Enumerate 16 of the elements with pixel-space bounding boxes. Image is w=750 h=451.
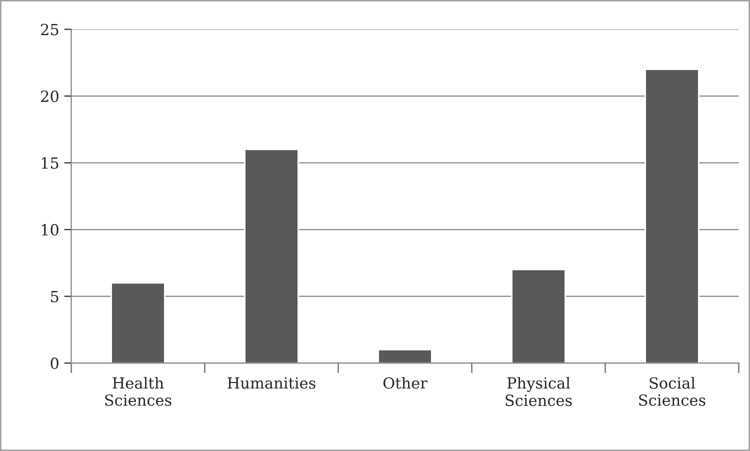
bar [511, 268, 566, 364]
y-tick-label: 20 [41, 90, 58, 102]
y-tick-label: 15 [42, 157, 58, 169]
x-tick-label: Physical Sciences [506, 376, 572, 406]
y-tick-label: 10 [42, 224, 58, 236]
bar [110, 282, 166, 364]
y-tick-label: 25 [41, 24, 58, 36]
x-tick-label: Health Sciences [105, 376, 172, 406]
bar [644, 68, 700, 364]
x-tick-label: Social Sciences [639, 376, 706, 406]
bar [378, 349, 432, 364]
y-tick-label: 5 [51, 290, 58, 302]
bar [244, 148, 299, 364]
x-tick-label: Other [383, 376, 428, 389]
y-tick-label: 0 [50, 358, 58, 370]
x-tick-label: Humanities [228, 377, 316, 389]
